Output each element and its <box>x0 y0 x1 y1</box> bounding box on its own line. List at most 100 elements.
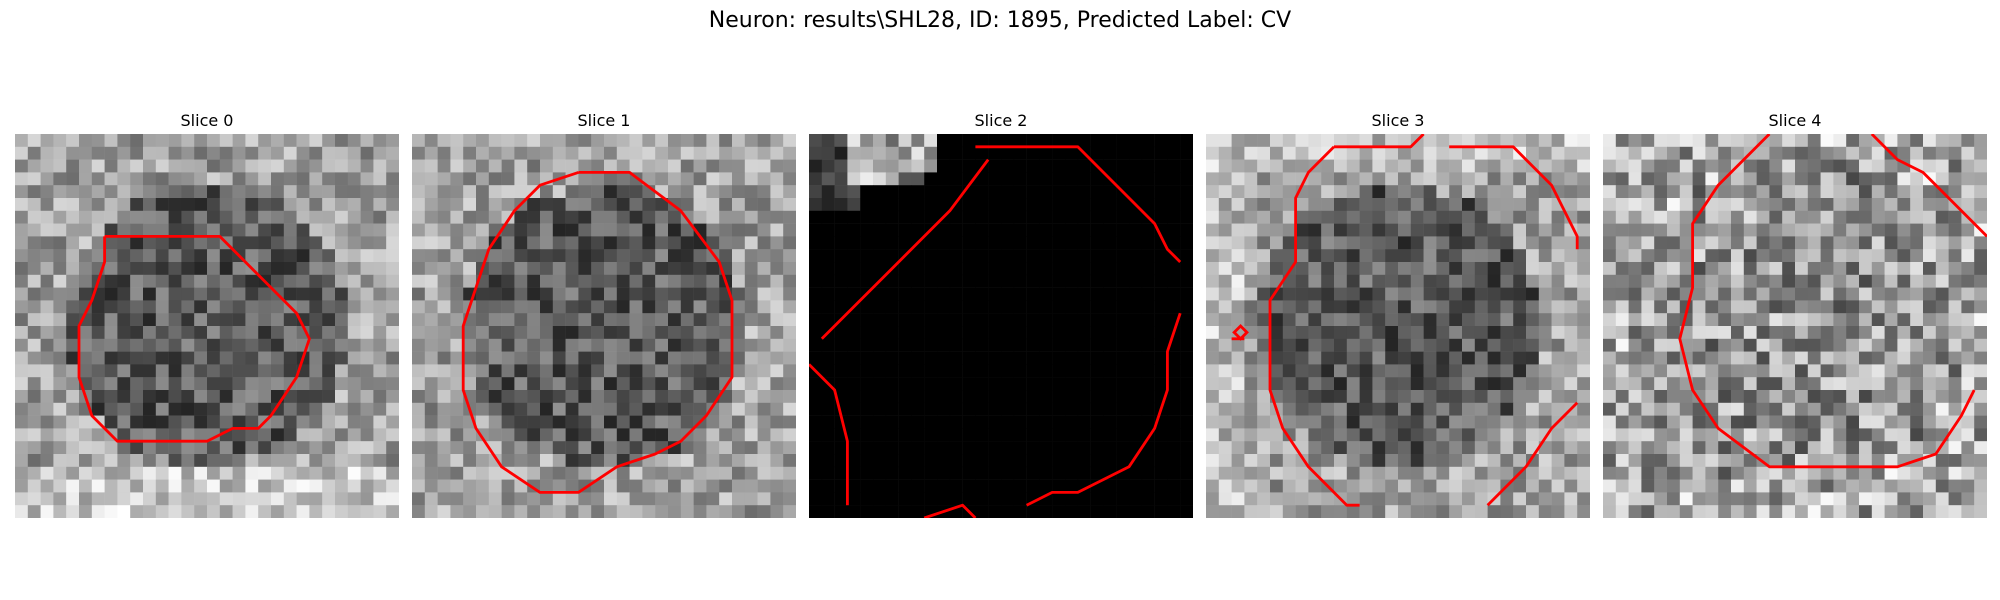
pixel <box>937 479 951 493</box>
pixel <box>1206 249 1220 263</box>
pixel <box>1603 415 1617 429</box>
pixel <box>1270 492 1284 506</box>
pixel <box>1603 185 1617 199</box>
pixel <box>104 415 118 429</box>
pixel <box>1065 390 1079 404</box>
pixel <box>1346 210 1360 224</box>
pixel <box>91 441 105 455</box>
pixel <box>1295 364 1309 378</box>
pixel <box>1449 274 1463 288</box>
pixel <box>1423 249 1437 263</box>
pixel <box>1180 172 1193 186</box>
pixel <box>1705 172 1719 186</box>
pixel <box>1474 249 1488 263</box>
pixel <box>27 146 41 160</box>
pixel <box>1820 210 1834 224</box>
pixel <box>1603 390 1617 404</box>
pixel <box>424 351 438 365</box>
pixel <box>194 377 208 391</box>
pixel <box>437 134 451 148</box>
pixel <box>1526 377 1540 391</box>
pixel <box>1206 326 1220 340</box>
pixel <box>1756 300 1770 314</box>
pixel <box>1462 492 1476 506</box>
pixel <box>1129 146 1143 160</box>
pixel <box>1769 198 1783 212</box>
pixel <box>1513 454 1527 468</box>
pixel <box>1603 454 1617 468</box>
pixel <box>578 159 592 173</box>
pixel <box>283 146 297 160</box>
pixel <box>1948 492 1962 506</box>
pixel <box>1769 364 1783 378</box>
pixel <box>1795 479 1809 493</box>
pixel <box>40 454 54 468</box>
pixel <box>988 454 1002 468</box>
pixel <box>680 185 694 199</box>
pixel <box>1065 326 1079 340</box>
pixel <box>1884 492 1898 506</box>
pixel <box>1846 454 1860 468</box>
pixel <box>1308 326 1322 340</box>
pixel <box>1321 134 1335 148</box>
pixel <box>1564 134 1578 148</box>
pixel <box>1500 146 1514 160</box>
pixel <box>463 274 477 288</box>
pixel <box>155 210 169 224</box>
pixel <box>1308 300 1322 314</box>
pixel <box>1513 492 1527 506</box>
pixel <box>680 313 694 327</box>
pixel <box>1935 236 1949 250</box>
pixel <box>1641 198 1655 212</box>
pixel <box>680 377 694 391</box>
pixel <box>578 326 592 340</box>
pixel <box>873 198 887 212</box>
pixel <box>360 274 374 288</box>
pixel <box>1756 223 1770 237</box>
pixel <box>1462 313 1476 327</box>
pixel <box>117 210 131 224</box>
pixel <box>1001 262 1015 276</box>
pixel <box>1731 338 1745 352</box>
pixel <box>1270 300 1284 314</box>
pixel <box>527 505 541 518</box>
pixel <box>1731 198 1745 212</box>
pixel <box>552 326 566 340</box>
pixel <box>1039 159 1053 173</box>
pixel <box>91 236 105 250</box>
pixel <box>1039 364 1053 378</box>
pixel <box>732 479 746 493</box>
pixel <box>450 326 464 340</box>
pixel <box>732 364 746 378</box>
pixel <box>924 159 938 173</box>
pixel <box>1474 274 1488 288</box>
pixel <box>1884 274 1898 288</box>
pixel <box>104 377 118 391</box>
pixel <box>770 210 784 224</box>
pixel <box>834 236 848 250</box>
pixel <box>693 377 707 391</box>
pixel <box>283 415 297 429</box>
pixel <box>809 198 823 212</box>
pixel <box>181 390 195 404</box>
pixel <box>1782 134 1796 148</box>
pixel <box>1897 313 1911 327</box>
pixel <box>1206 402 1220 416</box>
pixel <box>1820 249 1834 263</box>
pixel <box>1871 287 1885 301</box>
pixel <box>1308 313 1322 327</box>
pixel <box>937 441 951 455</box>
pixel <box>437 326 451 340</box>
pixel <box>1692 146 1706 160</box>
pixel <box>1820 262 1834 276</box>
pixel <box>412 402 426 416</box>
pixel <box>15 466 29 480</box>
pixel <box>1474 351 1488 365</box>
pixel <box>1692 479 1706 493</box>
pixel <box>1141 479 1155 493</box>
pixel <box>1756 377 1770 391</box>
pixel <box>1398 466 1412 480</box>
pixel <box>488 364 502 378</box>
pixel <box>1154 479 1168 493</box>
pixel <box>962 402 976 416</box>
